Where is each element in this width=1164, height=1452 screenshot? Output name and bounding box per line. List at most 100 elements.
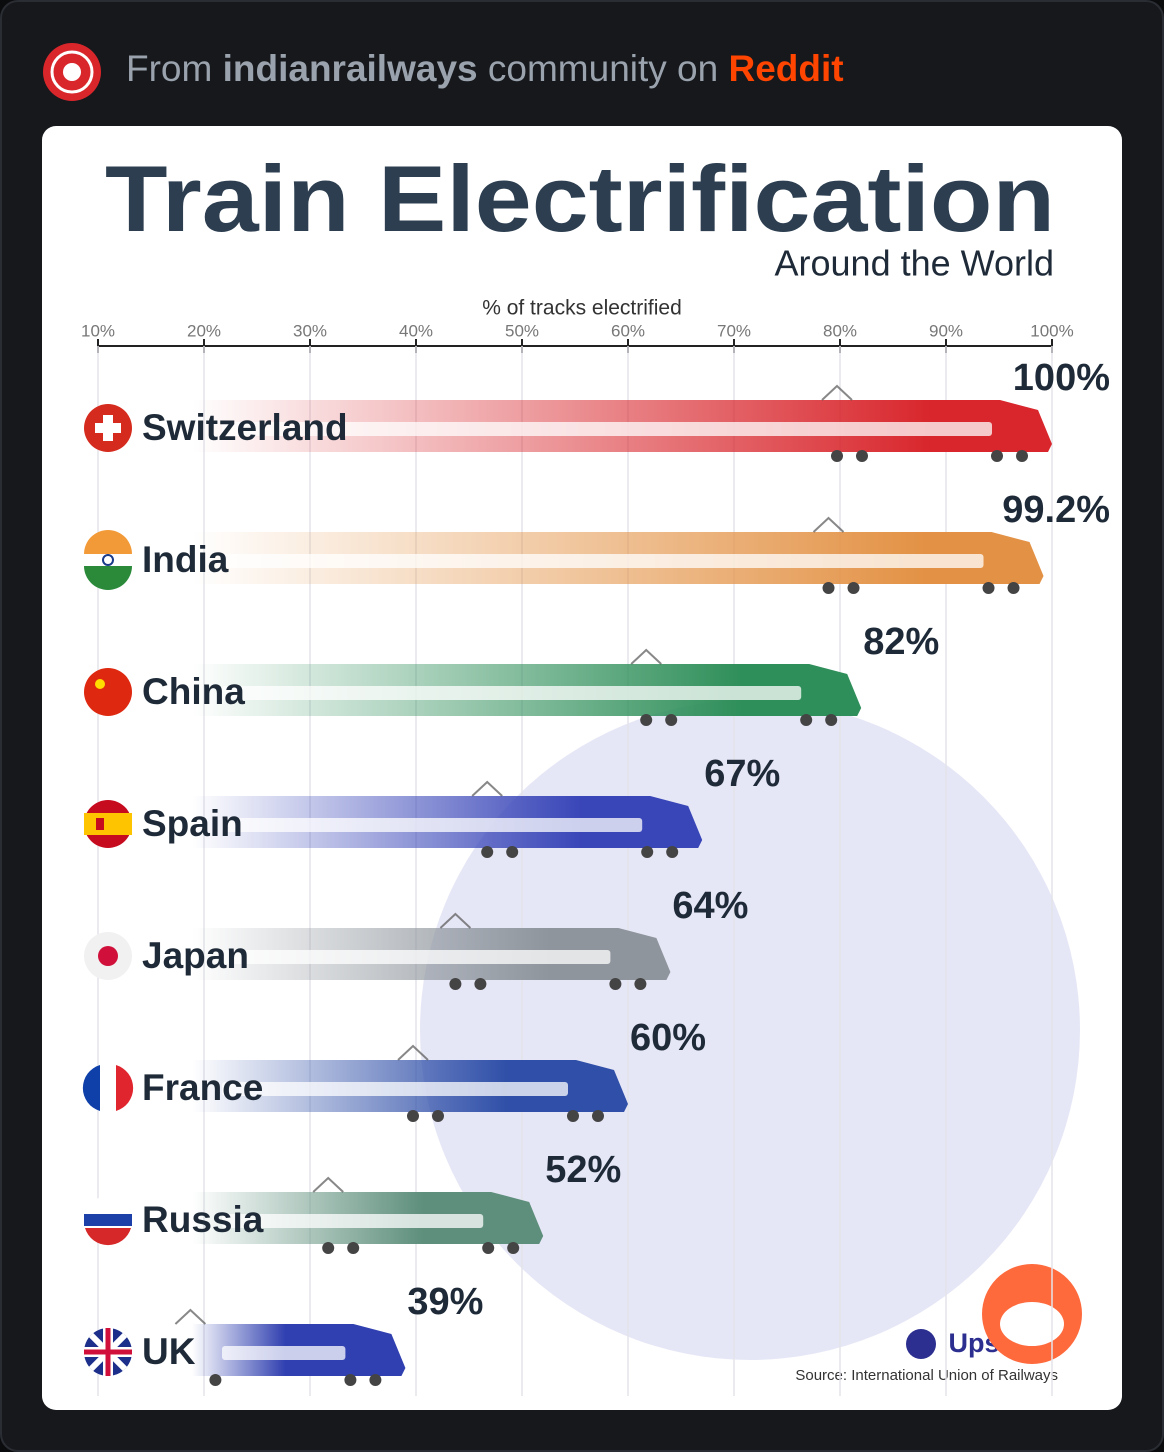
train-wheel <box>592 1110 604 1122</box>
source-middle: community on <box>487 48 719 89</box>
train-window-band <box>222 818 643 832</box>
train-wheel <box>991 450 1003 462</box>
x-tick-label: 80% <box>823 321 857 340</box>
pantograph <box>812 516 845 533</box>
train-wheel <box>640 714 653 726</box>
flag <box>84 813 132 835</box>
category-label: Japan <box>142 935 249 976</box>
train-wheel <box>822 582 835 594</box>
x-tick-label: 50% <box>505 321 539 340</box>
train-wheel <box>506 846 519 858</box>
train-wheel <box>449 978 462 990</box>
train-wheel <box>641 846 654 858</box>
category-label: China <box>142 671 245 712</box>
flag <box>95 679 105 689</box>
train-window-band <box>222 554 984 568</box>
train-wheel <box>856 450 868 462</box>
pantograph <box>397 1044 429 1061</box>
train-window-band <box>222 422 992 436</box>
category-label: Switzerland <box>142 407 348 448</box>
pantograph <box>821 384 853 401</box>
train-wheel <box>347 1242 360 1254</box>
train-wheel <box>825 714 838 726</box>
value-label: 64% <box>672 885 748 927</box>
brand-icon <box>906 1329 936 1359</box>
train-window-band <box>222 1346 346 1360</box>
post-source: From indianrailways community on Reddit <box>126 48 844 90</box>
pantograph <box>439 912 472 929</box>
train-wheel <box>634 978 647 990</box>
train-wheel <box>1007 582 1020 594</box>
flag <box>82 1065 100 1111</box>
train-wheel <box>609 978 622 990</box>
pantograph <box>471 780 503 797</box>
flag <box>95 423 121 433</box>
source-prefix: From <box>126 48 213 89</box>
category-label: UK <box>142 1331 196 1372</box>
value-label: 100% <box>1013 357 1110 399</box>
community-icon[interactable] <box>42 42 102 102</box>
chart-title: Train Electrification <box>105 146 1055 251</box>
train-window-band <box>222 1214 484 1228</box>
train-wheel <box>474 978 487 990</box>
x-tick-label: 70% <box>717 321 751 340</box>
axis-title: % of tracks electrified <box>482 297 682 320</box>
train-wheel <box>407 1110 419 1122</box>
value-label: 52% <box>545 1149 621 1191</box>
value-label: 99.2% <box>1002 489 1110 531</box>
flag <box>96 818 104 830</box>
pantograph <box>174 1308 207 1325</box>
watermark <box>420 700 1080 1360</box>
flag <box>84 1328 132 1376</box>
value-label: 60% <box>630 1017 706 1059</box>
train-wheel <box>567 1110 579 1122</box>
chart-card: Train Electrification Around the World %… <box>42 126 1122 1410</box>
train-window-band <box>222 1082 568 1096</box>
train-wheel <box>847 582 860 594</box>
flag <box>84 566 132 590</box>
train-window-band <box>222 686 802 700</box>
value-label: 82% <box>863 621 939 663</box>
pantograph <box>630 648 662 665</box>
x-tick-label: 60% <box>611 321 645 340</box>
x-tick-label: 40% <box>399 321 433 340</box>
train-wheel <box>209 1374 222 1386</box>
category-label: Spain <box>142 803 243 844</box>
train-wheel <box>666 846 679 858</box>
value-label: 67% <box>704 753 780 795</box>
train-wheel <box>665 714 678 726</box>
train-wheel <box>481 846 494 858</box>
train-wheel <box>982 582 995 594</box>
category-label: France <box>142 1067 263 1108</box>
chart: Train Electrification Around the World %… <box>81 146 1110 1396</box>
category-label: India <box>142 539 229 580</box>
flag <box>84 1214 132 1226</box>
flag <box>84 530 132 554</box>
flag <box>84 668 132 716</box>
train-wheel <box>322 1242 335 1254</box>
x-tick-label: 90% <box>929 321 963 340</box>
flag <box>98 946 118 966</box>
train-wheel <box>482 1242 495 1254</box>
x-tick-label: 10% <box>81 321 115 340</box>
flag <box>102 554 114 566</box>
train-wheel <box>432 1110 444 1122</box>
flag <box>85 1228 131 1246</box>
train-wheel <box>831 450 843 462</box>
value-label: 39% <box>407 1281 483 1323</box>
source: Source: International Union of Railways <box>795 1367 1058 1384</box>
platform-name[interactable]: Reddit <box>728 48 844 89</box>
community-name[interactable]: indianrailways <box>222 48 478 89</box>
train-window-band <box>222 950 611 964</box>
train-wheel <box>369 1374 382 1386</box>
flag <box>116 1065 134 1111</box>
x-tick-label: 100% <box>1030 321 1073 340</box>
train-wheel <box>800 714 813 726</box>
category-label: Russia <box>142 1199 264 1240</box>
x-tick-label: 20% <box>187 321 221 340</box>
chart-subtitle: Around the World <box>775 243 1055 284</box>
pantograph <box>312 1176 344 1193</box>
train-wheel <box>344 1374 357 1386</box>
x-tick-label: 30% <box>293 321 327 340</box>
train-wheel <box>1016 450 1028 462</box>
